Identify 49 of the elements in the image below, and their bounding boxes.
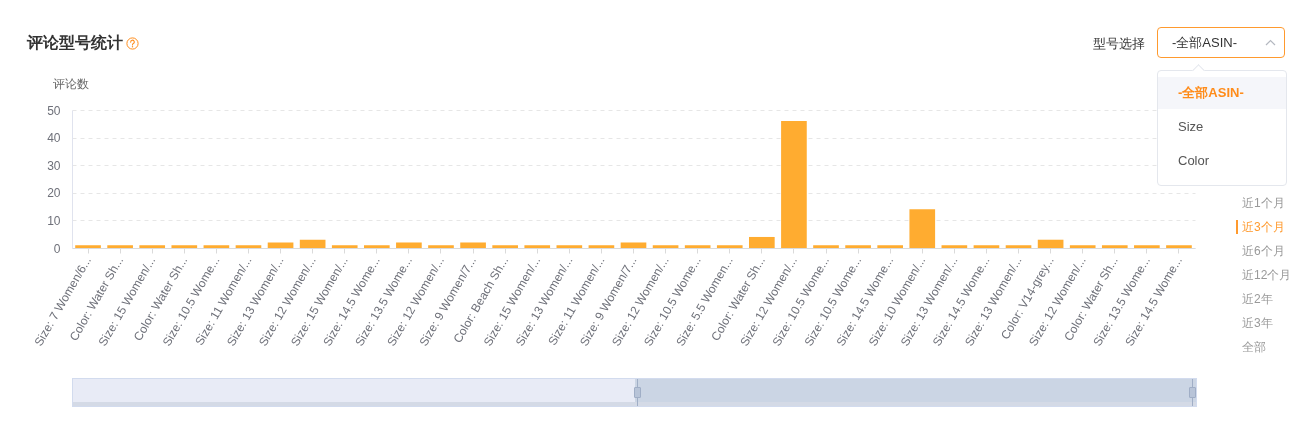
bar [973, 245, 1000, 248]
bar [428, 245, 454, 248]
bar [203, 245, 230, 248]
bar [1166, 245, 1192, 248]
bar [267, 242, 294, 248]
y-tick-label: 40 [47, 131, 61, 146]
dropdown-menu: -全部ASIN- Size Color [1157, 64, 1287, 186]
bar [620, 242, 647, 248]
bar [171, 245, 198, 248]
bar [1101, 245, 1128, 248]
bar [235, 245, 262, 248]
annotation: Color [1178, 153, 1210, 168]
bar [781, 121, 807, 248]
bar [460, 242, 486, 248]
bar [363, 245, 390, 248]
bar [813, 245, 839, 248]
bar [556, 245, 583, 248]
annotation: Size [1178, 119, 1204, 134]
bar [749, 236, 775, 248]
bar [524, 245, 551, 248]
bar [845, 245, 871, 248]
bar [331, 245, 358, 248]
select-field: -全部ASIN- [1157, 27, 1285, 58]
y-tick-label: 0 [53, 241, 61, 256]
bar [107, 245, 133, 248]
bar [139, 245, 166, 248]
bar [1069, 245, 1096, 248]
y-tick-label: 50 [47, 103, 61, 118]
y-tick-label: 30 [47, 158, 61, 173]
chart-title: 评论型号统计 [27, 33, 123, 53]
y-axis-title: 评论数 [52, 76, 89, 91]
bar [877, 245, 904, 248]
time-range-menu: 近1个月 近3个月 近6个月 近12个月 近2年 近3年 全部 [1236, 191, 1306, 359]
y-tick-label: 20 [47, 186, 61, 201]
bar [1134, 245, 1160, 248]
bar [716, 245, 743, 248]
bar [299, 239, 326, 248]
bar [909, 209, 936, 248]
bar [492, 245, 518, 248]
bar [75, 245, 101, 248]
y-tick-label: 10 [47, 213, 61, 228]
bar [1037, 239, 1064, 248]
bar [941, 245, 968, 248]
bar [652, 245, 679, 248]
text: 型号选择 [1093, 35, 1145, 52]
bar [1005, 245, 1032, 248]
bar [684, 245, 711, 248]
bar [396, 242, 422, 248]
bar [588, 245, 615, 248]
